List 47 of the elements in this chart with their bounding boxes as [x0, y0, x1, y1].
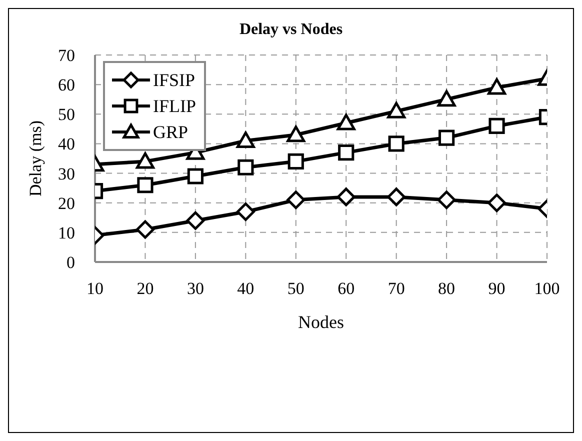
y-tick-label: 70: [58, 46, 75, 66]
legend-label: IFLIP: [153, 96, 196, 116]
y-tick-label: 60: [58, 76, 75, 95]
point: [286, 126, 306, 142]
point: [388, 136, 404, 152]
y-tick-label: 0: [66, 253, 75, 272]
y-tick-label: 20: [58, 194, 75, 213]
point: [236, 132, 255, 148]
legend-label: GRP: [153, 122, 188, 142]
point: [336, 188, 356, 206]
x-tick-label: 60: [338, 279, 355, 298]
x-tick-label: 30: [186, 279, 204, 298]
point: [387, 102, 406, 118]
y-tick-label: 40: [58, 134, 75, 154]
point: [336, 114, 356, 130]
point: [136, 152, 154, 169]
y-axis-title: Delay (ms): [26, 120, 46, 197]
point: [437, 190, 456, 210]
chart-title: Delay vs Nodes: [238, 21, 344, 39]
point: [136, 220, 154, 239]
x-tick-label: 70: [388, 279, 405, 298]
x-axis-title: Nodes: [298, 312, 344, 332]
point: [187, 168, 204, 184]
x-tick-label: 10: [86, 279, 104, 298]
point: [288, 153, 304, 170]
point: [137, 177, 154, 194]
point: [488, 194, 506, 212]
point: [186, 211, 205, 230]
legend-label: IFSIP: [153, 70, 196, 90]
y-tick-label: 30: [58, 164, 75, 184]
y-tick-label: 10: [58, 223, 75, 242]
point: [488, 78, 506, 95]
x-tick-label: 100: [534, 279, 560, 298]
point: [286, 190, 306, 210]
point: [387, 188, 406, 206]
x-tick-label: 50: [287, 279, 304, 298]
x-tick-label: 90: [488, 279, 506, 298]
point: [238, 159, 254, 176]
point: [338, 144, 354, 161]
x-tick-label: 20: [136, 279, 154, 298]
point: [437, 90, 456, 107]
point: [488, 118, 505, 134]
x-tick-label: 80: [438, 279, 456, 298]
point: [438, 130, 455, 146]
y-tick-label: 50: [58, 105, 75, 124]
x-tick-label: 40: [237, 279, 254, 298]
point: [236, 202, 255, 221]
